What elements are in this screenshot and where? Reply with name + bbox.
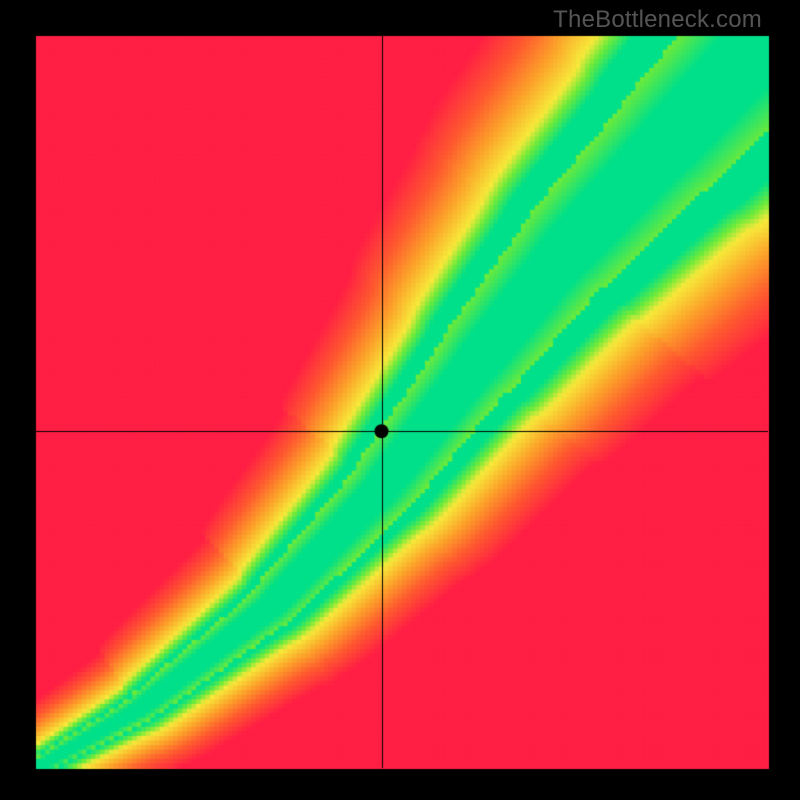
chart-container: TheBottleneck.com: [0, 0, 800, 800]
heatmap-canvas: [0, 0, 800, 800]
watermark-text: TheBottleneck.com: [553, 6, 762, 34]
